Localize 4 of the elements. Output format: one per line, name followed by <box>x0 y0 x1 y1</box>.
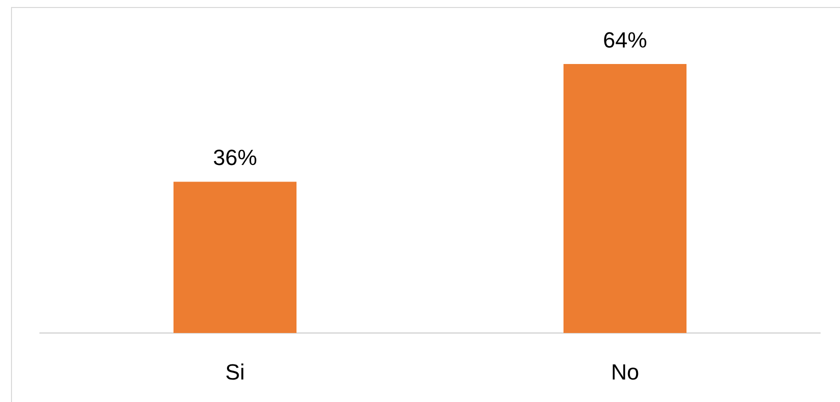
x-tick-label: No <box>610 360 640 384</box>
x-tick-label: Si <box>225 360 245 384</box>
data-label: 36% <box>212 145 258 170</box>
data-label: 64% <box>602 28 648 52</box>
